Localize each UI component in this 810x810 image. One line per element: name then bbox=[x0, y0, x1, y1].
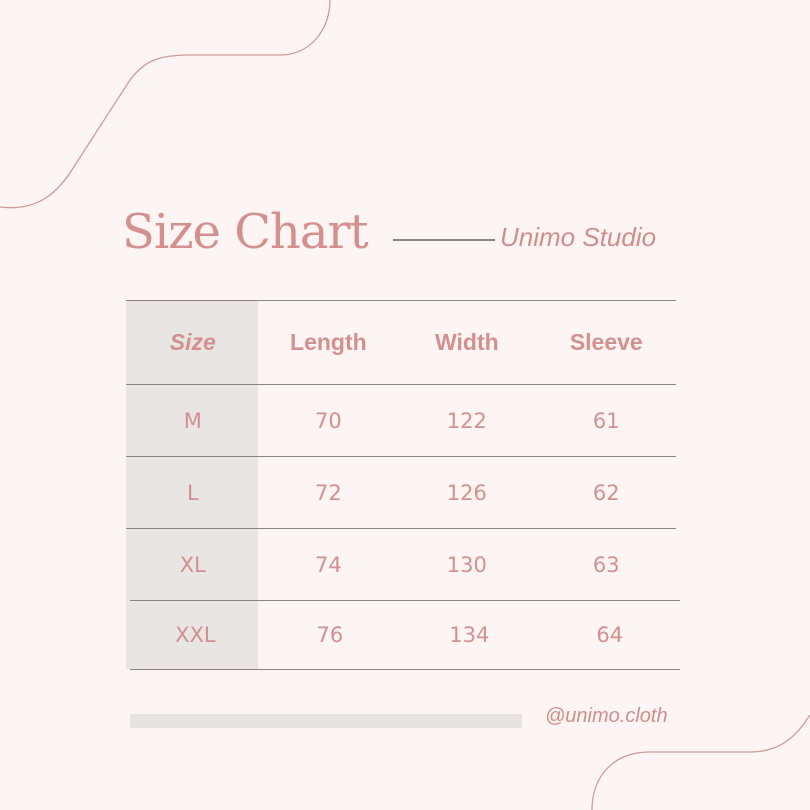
brand-name: Unimo Studio bbox=[500, 222, 657, 252]
page-title: Size Chart bbox=[122, 204, 369, 260]
cell-size: M bbox=[183, 408, 202, 433]
cell-size: XL bbox=[179, 552, 206, 577]
cell-length: 70 bbox=[315, 408, 342, 433]
bottom-right-curve bbox=[591, 714, 810, 810]
cell-width: 122 bbox=[446, 408, 487, 433]
cell-length: 76 bbox=[316, 623, 344, 647]
cell-size: XXL bbox=[175, 623, 216, 647]
top-left-curve bbox=[0, 0, 331, 209]
social-handle: @unimo.cloth bbox=[545, 705, 668, 727]
header-width: Width bbox=[435, 329, 499, 355]
table-row: XL 74 130 63 bbox=[126, 528, 676, 600]
cell-length: 74 bbox=[315, 552, 342, 577]
size-table: Size Length Width Sleeve M 70 122 61 L 7… bbox=[126, 300, 680, 670]
table-row: L 72 126 62 bbox=[126, 456, 676, 528]
table-row: XXL 76 134 64 bbox=[130, 600, 680, 670]
cell-size: L bbox=[186, 480, 199, 505]
cell-sleeve: 63 bbox=[592, 552, 620, 577]
cell-width: 126 bbox=[446, 480, 487, 505]
cell-sleeve: 62 bbox=[592, 480, 620, 505]
header-length: Length bbox=[290, 329, 367, 355]
table-row: M 70 122 61 bbox=[126, 384, 676, 456]
cell-sleeve: 61 bbox=[592, 408, 620, 433]
cell-width: 130 bbox=[446, 552, 487, 577]
table-header-row: Size Length Width Sleeve bbox=[126, 300, 676, 384]
cell-width: 134 bbox=[449, 623, 490, 647]
title-divider bbox=[393, 239, 495, 241]
size-column-background bbox=[126, 300, 258, 669]
header-size: Size bbox=[169, 329, 216, 355]
footer-bar bbox=[130, 714, 522, 728]
cell-sleeve: 64 bbox=[596, 623, 624, 647]
header-sleeve: Sleeve bbox=[569, 329, 643, 355]
cell-length: 72 bbox=[315, 480, 342, 505]
